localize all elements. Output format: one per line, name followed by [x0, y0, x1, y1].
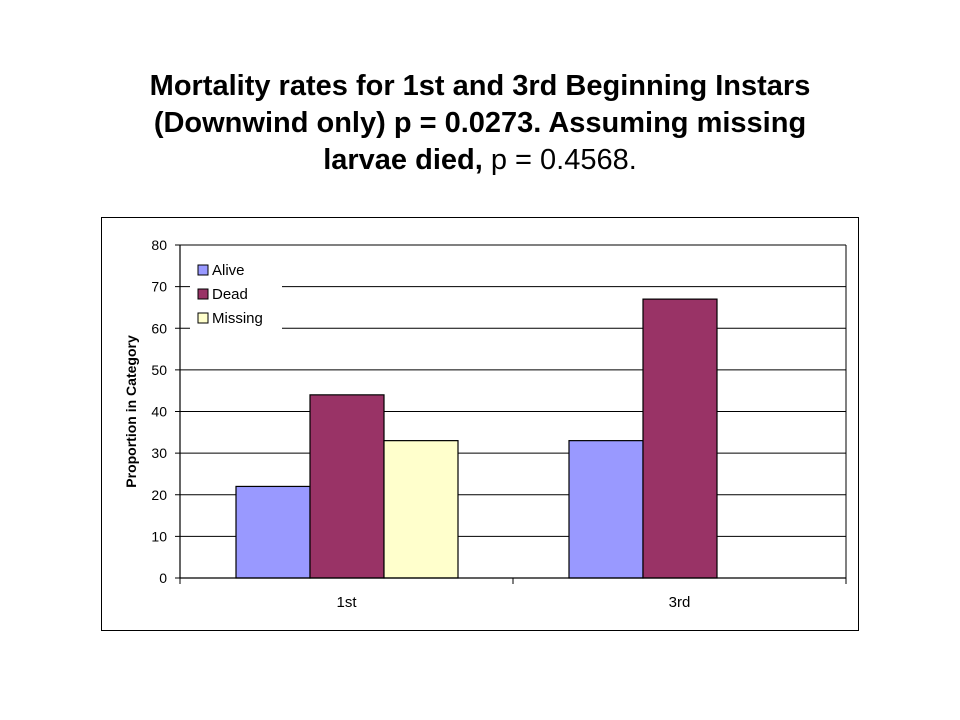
title-line-3-bold: larvae died, [323, 144, 483, 176]
bar-dead-1st [309, 394, 385, 579]
y-tick-label-10: 10 [151, 528, 167, 544]
legend-swatch-alive [197, 264, 209, 276]
y-tick-label-40: 40 [151, 404, 167, 420]
chart-title: Mortality rates for 1st and 3rd Beginnin… [60, 68, 900, 179]
y-tick-label-50: 50 [151, 362, 167, 378]
legend-swatch-missing [197, 312, 209, 324]
legend-label-dead: Dead [212, 286, 248, 303]
chart-frame [101, 217, 859, 631]
y-tick-label-20: 20 [151, 487, 167, 503]
title-line-3-normal: p = 0.4568. [482, 144, 637, 176]
y-tick-label-0: 0 [159, 570, 167, 586]
y-tick-label-30: 30 [151, 445, 167, 461]
y-axis-label: Proportion in Category [123, 335, 139, 488]
legend-swatch-dead [197, 288, 209, 300]
legend-label-alive: Alive [212, 262, 245, 279]
bar-alive-3rd [568, 440, 644, 579]
title-line-2: (Downwind only) p = 0.0273. Assuming mis… [153, 107, 807, 139]
legend-label-missing: Missing [212, 310, 263, 327]
bar-dead-3rd [642, 298, 718, 579]
y-tick-label-60: 60 [151, 320, 167, 336]
y-tick-label-70: 70 [151, 279, 167, 295]
y-tick-label-80: 80 [151, 237, 167, 253]
x-category-label-1st: 1st [336, 594, 357, 611]
x-category-label-3rd: 3rd [669, 594, 691, 611]
bar-alive-1st [235, 485, 311, 579]
title-line-3: larvae died, p = 0.4568. [60, 142, 900, 179]
bar-missing-1st [383, 440, 459, 579]
title-line-1: Mortality rates for 1st and 3rd Beginnin… [149, 70, 811, 102]
